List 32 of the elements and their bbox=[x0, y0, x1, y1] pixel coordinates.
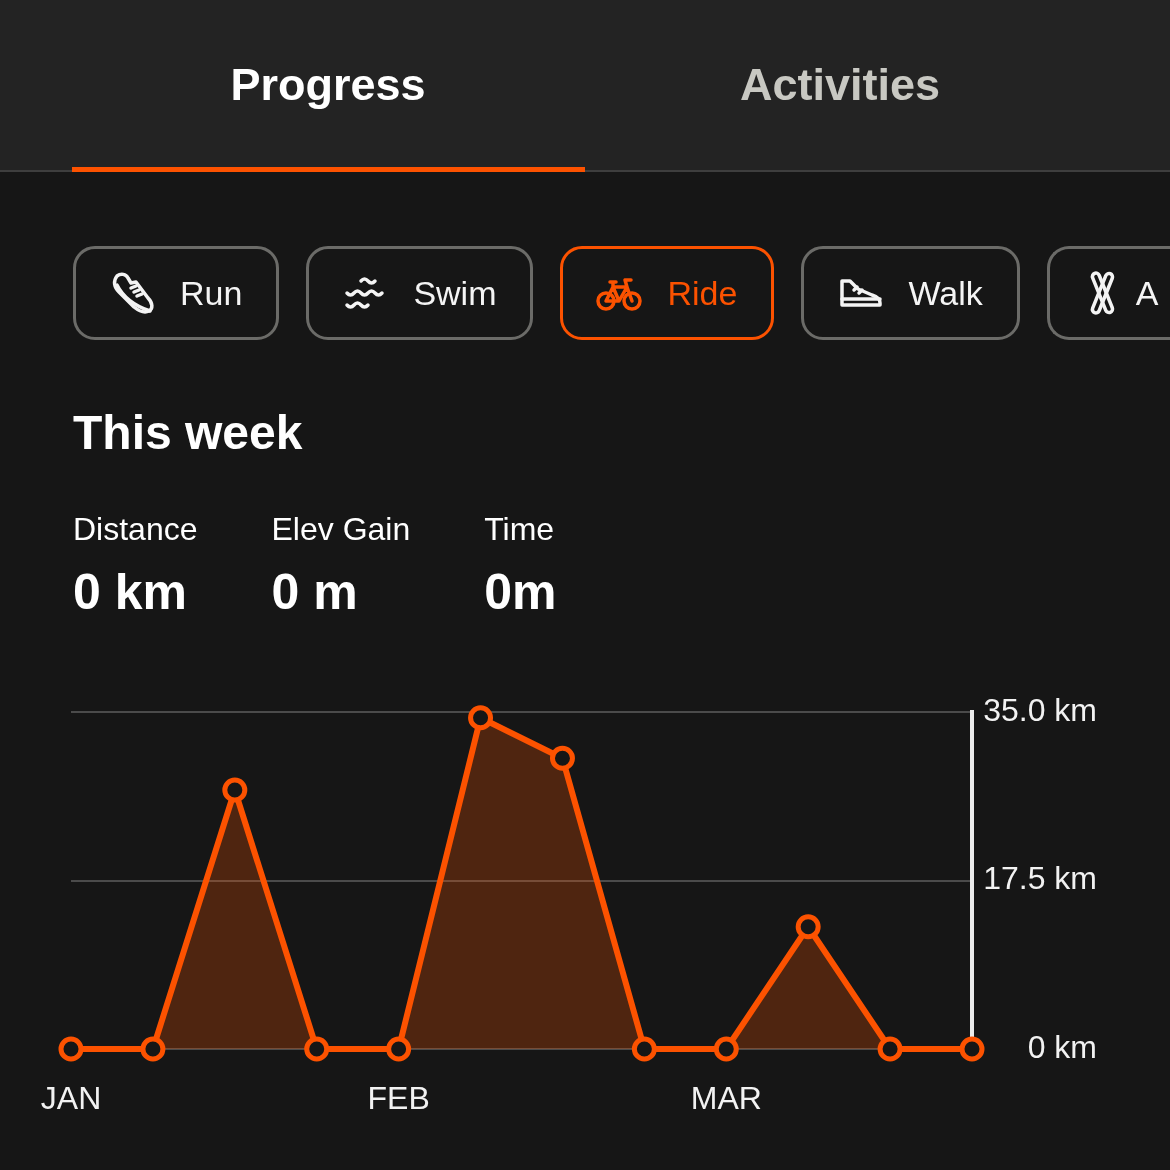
point bbox=[386, 1036, 412, 1062]
point bbox=[631, 1036, 657, 1062]
point bbox=[58, 1036, 84, 1062]
text: Progress bbox=[230, 59, 426, 110]
point bbox=[140, 1036, 166, 1062]
point bbox=[304, 1036, 330, 1062]
y-tick-label: 17.5 km bbox=[983, 860, 1097, 897]
text: Activities bbox=[739, 59, 941, 110]
point bbox=[959, 1036, 985, 1062]
point bbox=[795, 914, 821, 940]
pill-button: Run bbox=[73, 246, 280, 340]
x-tick-label: FEB bbox=[367, 1080, 430, 1117]
y-tick-label: 0 km bbox=[1027, 1028, 1097, 1065]
text: Distance bbox=[73, 511, 198, 547]
text: 0m bbox=[484, 564, 557, 620]
point bbox=[468, 705, 494, 731]
point bbox=[549, 745, 575, 771]
point bbox=[713, 1036, 739, 1062]
text: Time bbox=[484, 511, 556, 547]
pill-button: Ride bbox=[560, 246, 775, 340]
text: Elev Gain bbox=[271, 511, 411, 547]
x-tick-label: JAN bbox=[40, 1080, 102, 1117]
chart-title: This week bbox=[73, 406, 303, 459]
point bbox=[877, 1036, 903, 1062]
pill-button: A bbox=[1046, 246, 1170, 340]
x-tick-label: MAR bbox=[690, 1080, 762, 1117]
pill-button: Swim bbox=[306, 246, 534, 340]
point bbox=[222, 777, 248, 803]
text: 0 km bbox=[73, 564, 188, 620]
y-tick-label: 35.0 km bbox=[983, 691, 1097, 728]
text: 0 m bbox=[271, 564, 359, 620]
pill-button: Walk bbox=[801, 246, 1020, 340]
